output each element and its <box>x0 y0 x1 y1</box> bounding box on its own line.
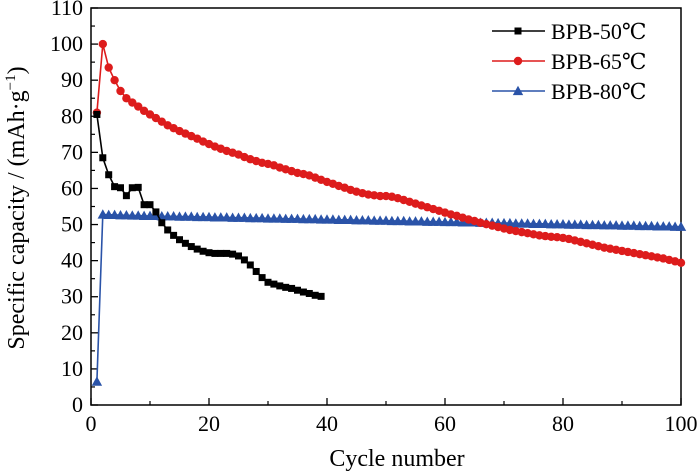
data-point <box>134 183 142 191</box>
y-tick-label: 70 <box>61 139 83 164</box>
x-tick-label: 40 <box>316 411 338 436</box>
y-axis-ticks: 0 10 20 30 40 50 60 70 80 90 100 110 <box>50 0 98 417</box>
x-tick-label: 20 <box>198 411 220 436</box>
data-point <box>246 261 254 269</box>
y-axis-title: Specific capacity / (mAh·g−1) <box>3 66 30 349</box>
y-axis-title-main: Specific capacity / (mAh·g <box>4 90 30 349</box>
data-point <box>217 249 225 257</box>
legend-marker <box>514 27 522 35</box>
data-point <box>235 252 242 260</box>
data-point <box>252 267 260 275</box>
data-point <box>276 282 284 290</box>
series-line <box>96 43 682 264</box>
y-tick-label: 60 <box>61 175 83 200</box>
data-point <box>158 219 166 227</box>
data-point <box>128 98 137 107</box>
data-point <box>193 245 201 253</box>
y-tick-label: 80 <box>61 103 83 128</box>
data-point <box>99 154 107 162</box>
data-point <box>152 208 160 216</box>
data-point <box>170 231 178 239</box>
data-point <box>223 249 231 257</box>
data-point <box>110 75 119 85</box>
data-point <box>264 278 272 286</box>
legend-label: BPB-80℃ <box>551 79 647 104</box>
data-point <box>181 239 189 247</box>
data-point <box>176 236 183 244</box>
y-axis-title-superscript: −1 <box>3 74 19 90</box>
y-tick-label: 50 <box>61 212 83 237</box>
data-point <box>104 63 113 72</box>
data-point <box>146 201 154 209</box>
series-circle <box>92 39 686 268</box>
data-point <box>317 292 325 300</box>
data-point <box>282 283 290 291</box>
data-point <box>211 249 219 257</box>
series-square <box>93 110 325 300</box>
data-point <box>128 184 136 192</box>
data-point <box>122 192 130 200</box>
data-point <box>240 256 248 264</box>
data-point <box>305 289 313 297</box>
data-point <box>294 286 301 294</box>
data-point <box>258 274 266 282</box>
series-layer <box>91 39 687 386</box>
y-tick-label: 30 <box>61 284 83 309</box>
data-point <box>122 94 131 103</box>
x-tick-label: 80 <box>552 411 574 436</box>
data-point <box>270 280 278 288</box>
data-point <box>676 258 686 268</box>
data-point <box>675 221 687 231</box>
data-point <box>288 284 296 292</box>
y-axis-title-close: ) <box>4 66 30 74</box>
y-tick-label: 110 <box>51 0 83 20</box>
data-point <box>93 110 101 118</box>
data-point <box>140 201 148 209</box>
data-point <box>117 184 124 192</box>
data-point <box>375 191 385 201</box>
y-tick-label: 0 <box>72 392 83 417</box>
data-point <box>91 376 103 386</box>
legend-label: BPB-65℃ <box>551 49 647 74</box>
y-tick-label: 10 <box>61 356 83 381</box>
data-point <box>187 243 195 251</box>
data-point <box>205 249 213 257</box>
series-line <box>96 213 681 382</box>
legend-marker <box>513 56 523 66</box>
data-point <box>229 250 237 258</box>
series-triangle <box>91 209 687 386</box>
x-axis-title: Cycle number <box>329 446 464 472</box>
y-tick-label: 20 <box>61 320 83 345</box>
x-tick-label: 100 <box>665 411 698 436</box>
data-point <box>116 86 125 96</box>
data-point <box>164 226 172 234</box>
data-point <box>134 102 143 111</box>
data-point <box>299 288 307 296</box>
data-point <box>311 291 319 299</box>
y-tick-label: 100 <box>50 31 83 56</box>
data-point <box>111 183 119 191</box>
legend-label: BPB-50℃ <box>551 19 647 44</box>
data-point <box>98 39 108 49</box>
legend: BPB-50℃ BPB-65℃ BPB-80℃ <box>492 19 647 104</box>
x-tick-label: 0 <box>86 411 97 436</box>
x-tick-label: 60 <box>434 411 456 436</box>
y-tick-label: 40 <box>61 248 83 273</box>
y-tick-label: 90 <box>61 67 83 92</box>
x-axis-ticks: 0 20 40 60 80 100 <box>86 398 698 436</box>
legend-marker <box>512 85 524 96</box>
data-point <box>105 171 113 179</box>
data-point <box>199 247 207 255</box>
